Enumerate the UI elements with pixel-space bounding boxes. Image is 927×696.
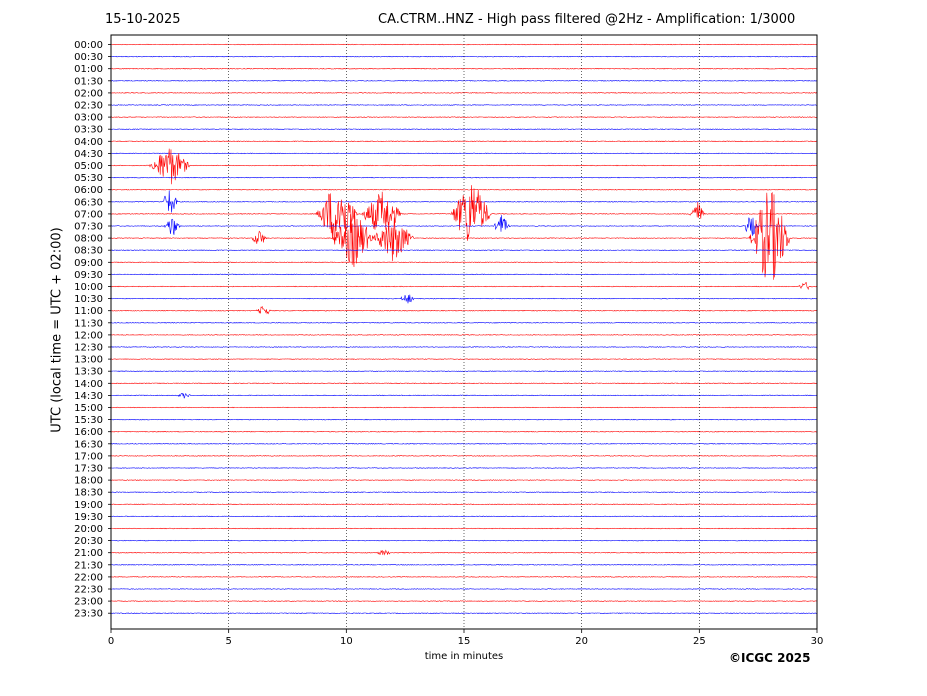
- y-tick-label: 22:00: [74, 572, 103, 583]
- trace-0730: [110, 215, 817, 236]
- y-tick-label: 13:30: [74, 367, 103, 378]
- y-tick-label: 03:30: [74, 125, 103, 136]
- trace-0700: [110, 185, 817, 245]
- trace-2330: [110, 612, 817, 614]
- y-tick-label: 14:30: [74, 391, 103, 402]
- y-tick-label: 14:00: [74, 379, 103, 390]
- x-axis-label: time in minutes: [424, 651, 504, 662]
- y-tick-label: 11:00: [74, 306, 103, 317]
- trace-layer: [110, 43, 817, 614]
- trace-1930: [110, 515, 817, 518]
- y-tick-label: 16:30: [74, 439, 103, 450]
- y-tick-label: 02:00: [74, 88, 103, 99]
- y-tick-label: 09:30: [74, 270, 103, 281]
- y-tick-label: 06:00: [74, 185, 103, 196]
- y-tick-label: 03:00: [74, 113, 103, 124]
- copyright-label: ©ICGC 2025: [729, 651, 811, 665]
- trace-1830: [111, 491, 817, 493]
- trace-2100: [110, 549, 817, 556]
- y-tick-label: 00:00: [74, 40, 103, 51]
- y-tick-label: 15:30: [74, 415, 103, 426]
- trace-2000: [111, 527, 817, 530]
- trace-2200: [110, 576, 817, 578]
- y-tick-label: 19:00: [74, 500, 103, 511]
- y-tick-label: 08:30: [74, 246, 103, 257]
- trace-0500: [110, 148, 817, 185]
- x-tick-layer: 0 5 10 15 20 25 30: [108, 629, 824, 647]
- x-tick-label: 15: [458, 636, 471, 647]
- trace-2230: [110, 588, 817, 590]
- y-tick-label: 17:00: [74, 451, 103, 462]
- y-axis-label: UTC (local time = UTC + 02:00): [49, 227, 65, 433]
- y-tick-label: 22:30: [74, 585, 103, 596]
- y-tick-label: 02:30: [74, 101, 103, 112]
- y-tick-label: 10:30: [74, 294, 103, 305]
- trace-1100: [110, 305, 817, 315]
- y-tick-label: 06:30: [74, 197, 103, 208]
- y-tick-label: 20:30: [74, 536, 103, 547]
- y-tick-label: 17:30: [74, 464, 103, 475]
- trace-1800: [110, 479, 817, 481]
- grid-layer: [228, 35, 700, 629]
- trace-1030: [110, 294, 817, 304]
- x-tick-label: 25: [693, 636, 706, 647]
- y-tick-label: 09:00: [74, 258, 103, 269]
- y-tick-label: 23:00: [74, 597, 103, 608]
- y-tick-label: 13:00: [74, 355, 103, 366]
- trace-0800: [110, 191, 817, 280]
- x-tick-label: 5: [225, 636, 231, 647]
- trace-0830: [111, 249, 817, 251]
- date-label: 15-10-2025: [105, 12, 181, 27]
- trace-0400: [111, 140, 817, 143]
- trace-0930: [111, 273, 817, 276]
- x-tick-label: 30: [811, 636, 824, 647]
- y-tick-label: 21:00: [74, 548, 103, 559]
- trace-0330: [110, 128, 817, 130]
- y-tick-label: 00:30: [74, 52, 103, 63]
- trace-1000: [110, 282, 817, 291]
- y-tick-label: 20:00: [74, 524, 103, 535]
- y-tick-label: 07:30: [74, 222, 103, 233]
- y-tick-label: 12:30: [74, 343, 103, 354]
- y-tick-label: 15:00: [74, 403, 103, 414]
- x-tick-label: 20: [575, 636, 588, 647]
- y-tick-label: 04:00: [74, 137, 103, 148]
- y-tick-label: 01:30: [74, 76, 103, 87]
- chart-title: CA.CTRM..HNZ - High pass filtered @2Hz -…: [378, 12, 796, 27]
- y-tick-label: 05:00: [74, 161, 103, 172]
- trace-2300: [110, 600, 817, 602]
- y-tick-label: 05:30: [74, 173, 103, 184]
- y-tick-label: 01:00: [74, 64, 103, 75]
- trace-0900: [110, 261, 817, 264]
- y-tick-label: 19:30: [74, 512, 103, 523]
- y-tick-label: 16:00: [74, 427, 103, 438]
- y-tick-label: 23:30: [74, 609, 103, 620]
- x-tick-label: 0: [108, 636, 114, 647]
- y-tick-label: 07:00: [74, 209, 103, 220]
- y-tick-label: 12:00: [74, 330, 103, 341]
- trace-0600: [110, 188, 817, 191]
- x-tick-label: 10: [340, 636, 353, 647]
- trace-0430: [110, 152, 817, 155]
- y-tick-label: 18:00: [74, 476, 103, 487]
- y-tick-label: 04:30: [74, 149, 103, 160]
- y-tick-label: 08:00: [74, 234, 103, 245]
- y-tick-label: 18:30: [74, 488, 103, 499]
- trace-2130: [110, 564, 817, 566]
- y-tick-label: 21:30: [74, 560, 103, 571]
- y-tick-label: 10:00: [74, 282, 103, 293]
- trace-0530: [110, 176, 817, 179]
- trace-1900: [110, 503, 817, 506]
- y-tick-label: 11:30: [74, 318, 103, 329]
- trace-2030: [110, 539, 817, 542]
